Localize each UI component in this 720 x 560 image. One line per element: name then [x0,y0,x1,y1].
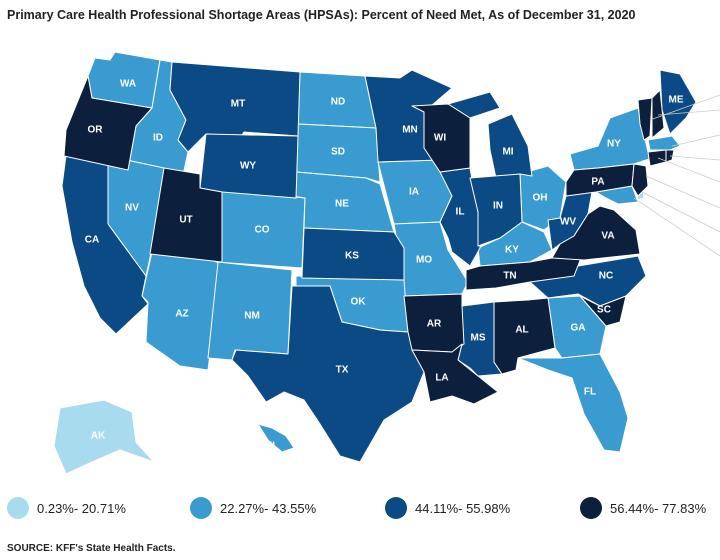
map-title: Primary Care Health Professional Shortag… [7,8,636,22]
state-label-ny: NY [607,139,621,150]
state-label-la: LA [435,373,448,384]
state-label-hi: HI [265,441,275,452]
state-label-nm: NM [244,311,260,322]
state-label-wv: WV [560,217,576,228]
state-vt[interactable] [637,97,653,141]
state-label-tn: TN [503,271,516,282]
state-ct[interactable] [647,149,667,167]
state-ks[interactable] [301,227,405,281]
state-label-sd: SD [331,147,345,158]
state-label-ms: MS [471,333,486,344]
state-label-va: VA [601,231,614,242]
legend-item-1: 0.23%- 20.71% [7,496,126,520]
state-label-in: IN [493,201,503,212]
state-label-al: AL [515,325,528,336]
state-label-nv: NV [125,203,139,214]
state-label-tx: TX [336,365,349,376]
state-label-ok: OK [351,297,367,308]
state-or[interactable] [63,75,153,171]
state-label-ut: UT [179,215,192,226]
legend-item-3: 44.11%- 55.98% [385,496,510,520]
state-tx[interactable] [231,285,425,463]
state-label-ks: KS [345,251,359,262]
state-label-pa: PA [591,177,604,188]
state-va[interactable] [551,205,641,261]
us-choropleth-map: WA OR CA NV ID MT WY UT AZ CO NM ND SD N… [53,51,720,475]
state-label-ky: KY [505,245,519,256]
state-label-id: ID [153,133,163,144]
state-ak[interactable] [53,399,155,475]
state-label-co: CO [255,225,270,236]
legend-label-4: 56.44%- 77.83% [610,500,707,516]
leader-lines [633,94,720,257]
state-label-nd: ND [331,97,345,108]
state-label-ia: IA [409,187,419,198]
state-hi[interactable] [257,423,295,453]
state-label-il: IL [456,207,465,218]
state-label-fl: FL [584,387,596,398]
state-label-mi: MI [502,147,513,158]
legend-swatch-4 [580,497,602,519]
state-tn[interactable] [465,249,585,291]
state-nm[interactable] [207,261,293,361]
state-label-mn: MN [402,125,418,136]
state-label-wa: WA [120,79,136,90]
state-label-ar: AR [427,319,442,330]
state-label-mo: MO [416,255,432,266]
legend: 0.23%- 20.71% 22.27%- 43.55% 44.11%- 55.… [0,496,720,520]
legend-swatch-3 [385,497,407,519]
state-ma[interactable] [647,135,681,151]
state-al[interactable] [493,297,556,375]
state-label-me: ME [669,95,684,106]
state-label-or: OR [88,125,104,136]
state-label-ne: NE [335,199,349,210]
state-label-ak: AK [91,431,106,442]
state-fl[interactable] [517,353,629,453]
state-nh[interactable] [651,89,665,139]
state-la[interactable] [411,343,499,405]
legend-label-2: 22.27%- 43.55% [220,500,317,516]
legend-item-4: 56.44%- 77.83% [580,496,706,520]
state-sc[interactable] [579,295,627,327]
state-ut[interactable] [149,167,223,263]
state-wy[interactable] [199,133,299,199]
state-label-oh: OH [533,193,548,204]
state-label-ca: CA [85,235,99,246]
legend-swatch-2 [190,497,212,519]
state-in[interactable] [469,173,523,247]
legend-item-2: 22.27%- 43.55% [190,496,316,520]
state-nj[interactable] [631,163,649,197]
state-label-wi: WI [434,133,446,144]
state-label-sc: SC [597,305,611,316]
state-wi[interactable] [411,103,471,173]
legend-label-3: 44.11%- 55.98% [415,500,511,516]
source-note: SOURCE: KFF's State Health Facts. [7,543,176,554]
state-label-wy: WY [240,161,256,172]
state-ca[interactable] [61,139,149,335]
legend-swatch-1 [7,497,29,519]
state-label-nc: NC [599,271,613,282]
legend-label-1: 0.23%- 20.71% [37,500,126,516]
state-label-mt: MT [231,99,245,110]
state-label-az: AZ [175,309,188,320]
state-label-ga: GA [571,323,586,334]
